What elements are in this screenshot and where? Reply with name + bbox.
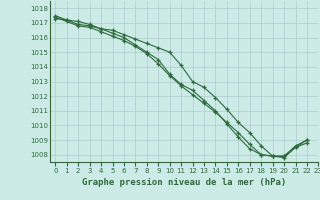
X-axis label: Graphe pression niveau de la mer (hPa): Graphe pression niveau de la mer (hPa): [82, 178, 286, 187]
